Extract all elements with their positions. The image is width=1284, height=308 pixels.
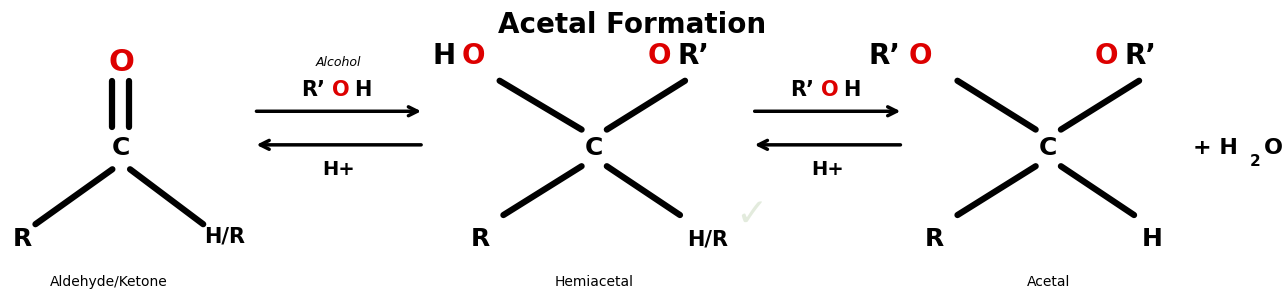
Text: O: O xyxy=(1095,42,1118,70)
Text: R’: R’ xyxy=(677,42,709,70)
Text: H+: H+ xyxy=(811,160,844,179)
Text: R: R xyxy=(926,228,945,251)
Text: Acetal Formation: Acetal Formation xyxy=(498,10,767,38)
Text: O: O xyxy=(461,42,485,70)
Text: O: O xyxy=(820,80,838,100)
Text: R: R xyxy=(13,228,32,251)
Text: R’: R’ xyxy=(302,80,325,100)
Text: O: O xyxy=(331,80,349,100)
Text: H: H xyxy=(354,80,371,100)
Text: Acetal: Acetal xyxy=(1027,275,1070,289)
Text: O: O xyxy=(108,48,134,77)
Text: C: C xyxy=(112,136,131,160)
Text: Aldehyde/Ketone: Aldehyde/Ketone xyxy=(50,275,167,289)
Text: R’: R’ xyxy=(1125,42,1157,70)
Text: ✓: ✓ xyxy=(736,196,768,234)
Text: O: O xyxy=(647,42,670,70)
Text: H/R: H/R xyxy=(687,229,728,249)
Text: H: H xyxy=(433,42,456,70)
Text: O: O xyxy=(909,42,932,70)
Text: R: R xyxy=(471,228,490,251)
Text: H+: H+ xyxy=(322,160,356,179)
Text: H: H xyxy=(1141,228,1162,251)
Text: R’: R’ xyxy=(868,42,900,70)
Text: H/R: H/R xyxy=(204,226,245,246)
Text: C: C xyxy=(1039,136,1058,160)
Text: + H: + H xyxy=(1193,138,1238,158)
Text: O: O xyxy=(1263,138,1283,158)
Text: Hemiacetal: Hemiacetal xyxy=(555,275,634,289)
Text: Alcohol: Alcohol xyxy=(316,56,362,69)
Text: 2: 2 xyxy=(1251,154,1261,169)
Text: C: C xyxy=(586,136,603,160)
Text: H: H xyxy=(842,80,860,100)
Text: R’: R’ xyxy=(790,80,814,100)
